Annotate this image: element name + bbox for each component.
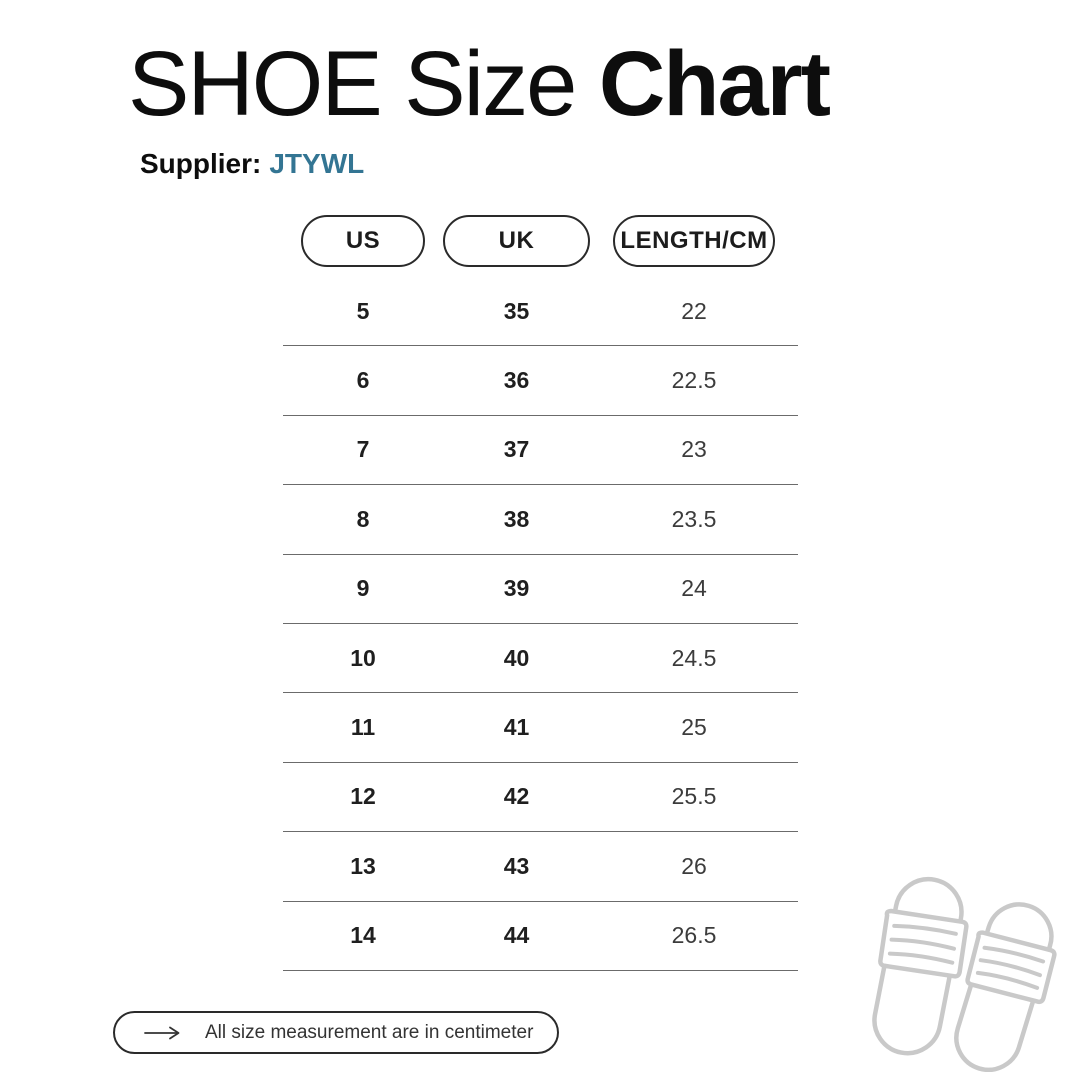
us-cell: 7 <box>356 436 370 463</box>
table-row: 7 37 23 <box>283 416 798 486</box>
cm-cell: 26.5 <box>671 922 717 949</box>
page-title-regular: SHOE Size <box>128 33 599 135</box>
uk-header-pill: UK <box>443 215 590 267</box>
table-header-row: US UK LENGTH/CM <box>283 212 798 270</box>
table-row: 10 40 24.5 <box>283 624 798 694</box>
uk-cell: 37 <box>503 436 530 463</box>
size-table-body: 5 35 22 6 36 22.5 7 37 23 8 38 23.5 9 39 24 10 40 24.5 11 4… <box>283 277 798 971</box>
table-row: 6 36 22.5 <box>283 346 798 416</box>
uk-cell: 41 <box>503 714 530 741</box>
table-row: 8 38 23.5 <box>283 485 798 555</box>
column-header-us: US <box>283 215 443 267</box>
table-row: 11 41 25 <box>283 693 798 763</box>
us-header-pill: US <box>301 215 425 267</box>
us-cell: 9 <box>356 575 370 602</box>
table-row: 13 43 26 <box>283 832 798 902</box>
cm-cell: 22.5 <box>671 367 717 394</box>
us-cell: 12 <box>350 783 376 810</box>
column-header-uk: UK <box>443 215 590 267</box>
page-title-bold: Chart <box>598 33 831 135</box>
cm-cell: 26 <box>681 852 707 879</box>
us-cell: 8 <box>356 505 370 532</box>
cm-cell: 23.5 <box>671 505 717 532</box>
column-header-length-cm: LENGTH/CM <box>590 215 798 267</box>
uk-cell: 39 <box>503 575 530 602</box>
us-cell: 6 <box>356 367 370 394</box>
cm-cell: 25 <box>681 714 707 741</box>
supplier-label: Supplier: <box>140 148 262 179</box>
uk-cell: 40 <box>503 644 530 671</box>
table-row: 9 39 24 <box>283 555 798 624</box>
supplier-line: Supplier: JTYWL <box>140 148 364 180</box>
us-cell: 11 <box>350 714 376 741</box>
uk-cell: 42 <box>503 783 530 810</box>
cm-cell: 22 <box>681 297 707 324</box>
us-cell: 10 <box>350 644 376 671</box>
footer-note-pill: All size measurement are in centimeter <box>113 1011 559 1054</box>
uk-cell: 43 <box>503 852 530 879</box>
page-title: SHOE Size Chart <box>128 33 831 135</box>
table-row: 5 35 22 <box>283 277 798 347</box>
table-row: 12 42 25.5 <box>283 763 798 833</box>
footer-note-text: All size measurement are in centimeter <box>205 1021 534 1043</box>
uk-cell: 38 <box>503 505 530 532</box>
right-arrow-icon <box>143 1025 183 1041</box>
slide-sandals-icon <box>865 862 1065 1073</box>
us-cell: 13 <box>350 852 376 879</box>
uk-cell: 35 <box>503 297 530 324</box>
size-table: US UK LENGTH/CM 5 35 22 6 36 22.5 7 37 23 8 38 23.5… <box>283 212 798 971</box>
us-cell: 5 <box>356 297 370 324</box>
us-cell: 14 <box>350 922 376 949</box>
cm-cell: 24 <box>681 575 707 602</box>
cm-cell: 25.5 <box>671 783 717 810</box>
length-cm-header-pill: LENGTH/CM <box>613 215 775 267</box>
uk-cell: 44 <box>503 922 530 949</box>
uk-cell: 36 <box>503 367 530 394</box>
cm-cell: 23 <box>681 436 707 463</box>
supplier-name: JTYWL <box>269 148 365 179</box>
cm-cell: 24.5 <box>671 644 717 671</box>
table-row: 14 44 26.5 <box>283 902 798 971</box>
